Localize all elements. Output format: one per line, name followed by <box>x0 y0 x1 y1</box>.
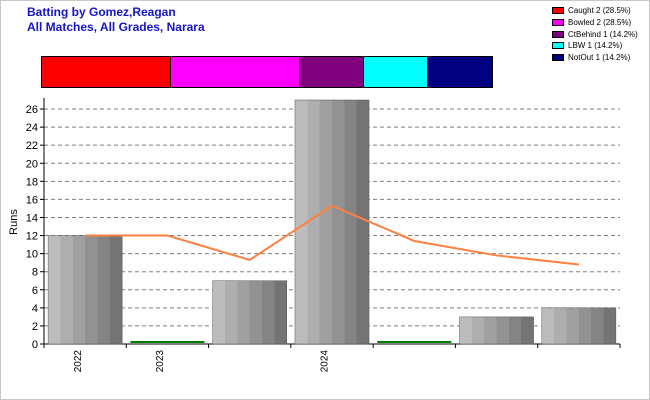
bar <box>459 316 534 345</box>
y-tick-label: 4 <box>32 303 38 315</box>
legend-label: CtBehind 1 (14.2%) <box>568 29 638 39</box>
legend-item-lbw: LBW 1 (14.2%) <box>552 40 638 51</box>
dismissal-distribution-bar <box>41 56 493 88</box>
legend-item-ctbehind: CtBehind 1 (14.2%) <box>552 29 638 40</box>
legend-label: NotOut 1 (14.2%) <box>568 53 631 63</box>
legend-swatch <box>552 42 564 50</box>
dist-segment-bowled <box>170 57 300 87</box>
y-tick-label: 24 <box>26 122 38 134</box>
bar <box>47 235 123 345</box>
legend-label: Bowled 2 (28.5%) <box>568 17 632 27</box>
dist-segment-lbw <box>363 57 428 87</box>
x-tick-label: 2024 <box>320 350 331 373</box>
bar <box>541 307 617 345</box>
legend-swatch <box>552 18 564 26</box>
chart-subtitle: All Matches, All Grades, Narara <box>27 20 205 34</box>
legend: Caught 2 (28.5%) Bowled 2 (28.5%) CtBehi… <box>552 5 638 64</box>
dist-segment-ctbehind <box>299 57 364 87</box>
x-tick-label: 2023 <box>155 350 166 373</box>
bar <box>212 280 287 345</box>
y-axis-label: Runs <box>8 209 20 235</box>
legend-swatch <box>552 30 564 38</box>
legend-swatch <box>552 7 564 14</box>
legend-item-notout: NotOut 1 (14.2%) <box>552 52 638 63</box>
y-tick-label: 26 <box>26 104 38 116</box>
chart-title: Batting by Gomez,Reagan <box>27 5 176 19</box>
y-tick-label: 2 <box>32 321 38 333</box>
y-tick-label: 18 <box>26 176 38 188</box>
dist-segment-notout <box>427 57 492 87</box>
trend-line <box>85 204 579 266</box>
y-tick-label: 14 <box>26 212 38 224</box>
legend-item-bowled: Bowled 2 (28.5%) <box>552 17 638 28</box>
y-tick-label: 10 <box>26 249 38 261</box>
dist-segment-caught <box>42 57 171 87</box>
y-tick-label: 22 <box>26 140 38 152</box>
y-tick-label: 8 <box>32 267 38 279</box>
y-tick-label: 6 <box>32 285 38 297</box>
y-tick-label: 20 <box>26 158 38 170</box>
y-tick-label: 0 <box>32 339 38 351</box>
legend-label: Caught 2 (28.5%) <box>568 6 631 15</box>
legend-item-caught: Caught 2 (28.5%) <box>552 5 638 16</box>
y-tick-label: 16 <box>26 194 38 206</box>
y-tick-label: 12 <box>26 231 38 243</box>
x-tick-label: 2022 <box>73 350 84 373</box>
bar-zero <box>377 341 452 343</box>
legend-label: LBW 1 (14.2%) <box>568 41 623 51</box>
legend-swatch <box>552 54 564 62</box>
bar-zero <box>130 341 205 343</box>
